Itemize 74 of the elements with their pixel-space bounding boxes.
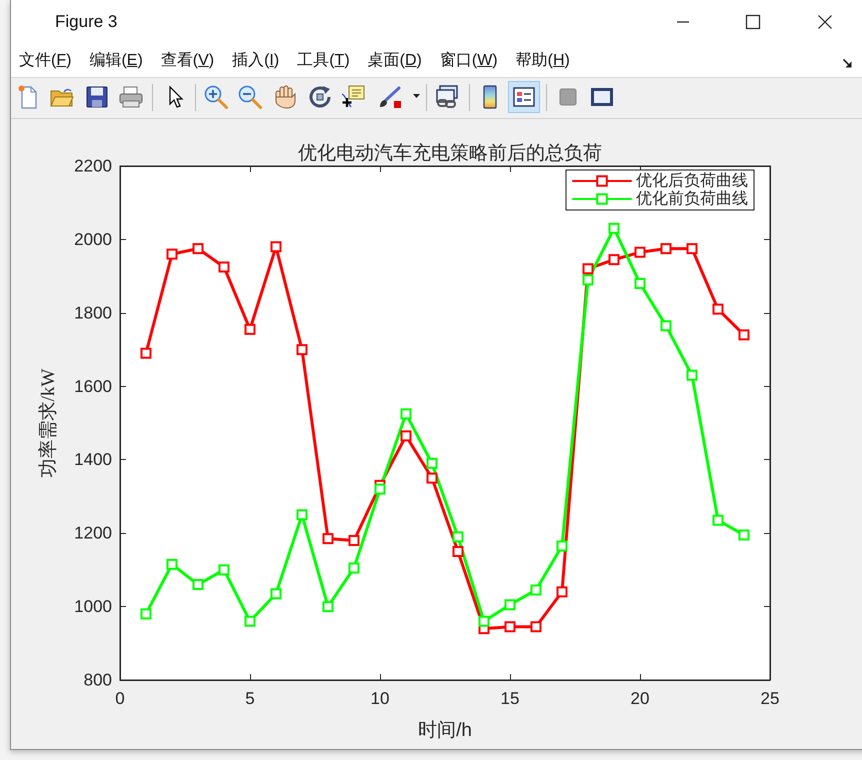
point (270, 241, 282, 252)
point (530, 584, 542, 596)
point (244, 616, 256, 627)
text: 文件(F) (19, 50, 72, 71)
text: 插入(I) (232, 50, 280, 71)
y-tick-label: 1000 (74, 597, 112, 616)
point (634, 278, 646, 289)
point (686, 370, 698, 381)
y-tick-label: 800 (84, 670, 112, 690)
point (738, 329, 750, 340)
caption: Figure 3 (55, 11, 118, 33)
point (556, 586, 568, 598)
x-axis-title: 时间/h (418, 720, 472, 741)
y-tick-label: 1200 (74, 524, 112, 543)
point (400, 430, 412, 442)
point (426, 458, 438, 469)
point (660, 320, 672, 332)
point (660, 243, 672, 254)
y-tick-label: 2200 (74, 156, 112, 176)
point (400, 408, 412, 420)
x-tick-label: 0 (115, 689, 125, 708)
point (608, 222, 620, 234)
point (426, 472, 438, 484)
point (218, 261, 230, 272)
point (192, 579, 204, 590)
point (218, 564, 230, 576)
y-tick-label: 2000 (74, 230, 112, 249)
point (504, 599, 516, 610)
point (530, 621, 542, 632)
point (322, 601, 334, 612)
text: 帮助(H) (516, 50, 570, 71)
point (712, 304, 724, 315)
x-tick-label: 25 (760, 689, 780, 708)
point (608, 254, 620, 266)
point (166, 558, 178, 570)
point (296, 344, 308, 356)
x-tick-label: 15 (500, 689, 520, 708)
text: 工具(T) (297, 51, 350, 71)
point (140, 608, 152, 620)
point (478, 616, 490, 627)
point (582, 274, 594, 286)
point (556, 540, 568, 552)
legend-label: 优化前负荷曲线 (636, 190, 748, 208)
point (140, 348, 152, 359)
point (244, 324, 256, 335)
point (686, 243, 698, 254)
y-axis-title: 功率需求/kW (37, 368, 59, 478)
point (738, 529, 750, 540)
point (452, 546, 464, 557)
point (322, 533, 334, 544)
point (348, 562, 360, 574)
x-tick-label: 10 (370, 689, 390, 708)
point (296, 509, 308, 520)
x-tick-label: 20 (630, 689, 650, 708)
point (712, 514, 724, 526)
x-tick-label: 5 (245, 689, 255, 708)
point (504, 621, 516, 632)
point (374, 484, 386, 495)
text: 查看(V) (160, 50, 214, 71)
point (582, 263, 594, 274)
point (348, 534, 360, 546)
point (452, 531, 464, 542)
point (192, 243, 204, 254)
chart-title: 优化电动汽车充电策略前后的总负荷 (298, 142, 602, 164)
text: 编辑(E) (89, 50, 143, 71)
point (634, 246, 646, 258)
text: 窗口(W) (440, 50, 498, 71)
y-tick-label: 1800 (74, 303, 112, 322)
text: 桌面(D) (368, 50, 422, 71)
y-tick-label: 1400 (74, 450, 112, 470)
point (270, 588, 282, 600)
legend-label: 优化后负荷曲线 (636, 172, 748, 190)
point (166, 248, 178, 260)
y-tick-label: 1600 (74, 376, 112, 396)
